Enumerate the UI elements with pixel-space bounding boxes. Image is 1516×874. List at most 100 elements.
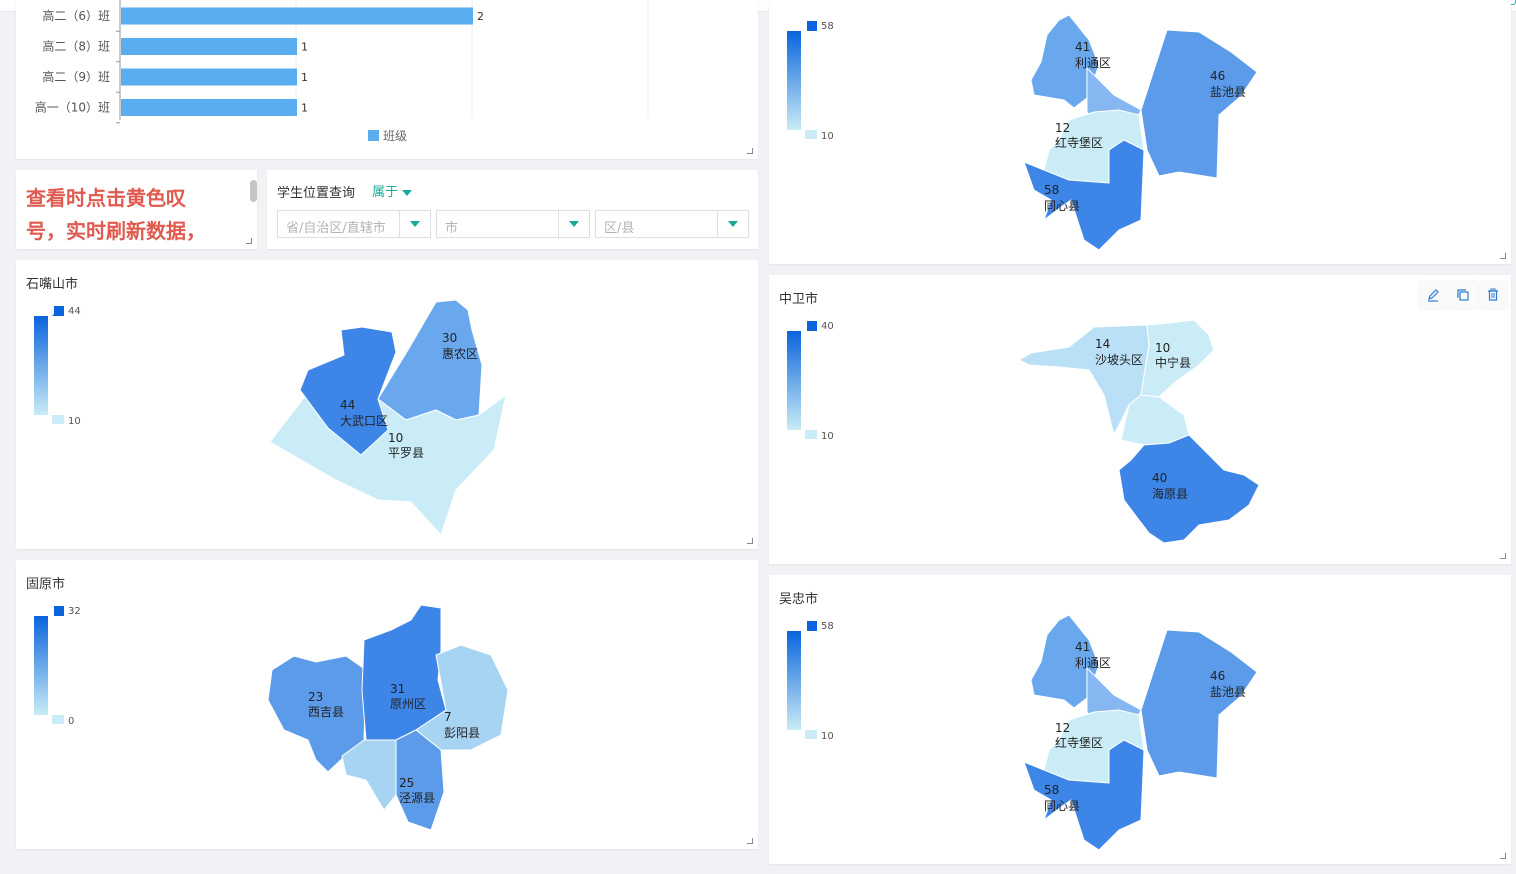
wuzhong-map: 58 10 41 利通区 46 盐池县 12 红寺堡区 58 同心县 xyxy=(787,614,1258,851)
region-name: 同心县 xyxy=(1044,199,1080,213)
bar[interactable] xyxy=(121,38,297,55)
region-haiyuan[interactable] xyxy=(1118,434,1260,544)
visual-map-gradient[interactable] xyxy=(787,331,801,430)
category-label: 高二（6）班 xyxy=(42,8,110,23)
map-title: 石嘴山市 xyxy=(26,277,79,292)
visual-map-handle-top[interactable] xyxy=(54,606,64,616)
region-name: 盐池县 xyxy=(1210,85,1246,99)
province-select[interactable]: 省/自治区/直辖市 xyxy=(277,210,431,238)
query-operator-label: 属于 xyxy=(372,185,399,200)
visual-map-handle-bottom[interactable] xyxy=(805,730,817,739)
province-dropdown-arrow[interactable] xyxy=(399,211,430,237)
region-tongxin[interactable] xyxy=(1023,739,1145,851)
shizuishan-map: 44 10 30 惠农区 44 大武口区 10 平罗县 xyxy=(34,299,507,536)
visual-map-max: 58 xyxy=(821,21,834,32)
region-name: 惠农区 xyxy=(442,347,478,361)
resize-handle[interactable] xyxy=(747,538,753,544)
region-zhongning[interactable] xyxy=(1140,319,1215,398)
visual-map-max: 32 xyxy=(68,606,81,617)
region-name: 海原县 xyxy=(1152,486,1188,501)
region-value: 58 xyxy=(1044,183,1059,197)
bar-value-label: 2 xyxy=(477,10,484,23)
region-value: 46 xyxy=(1210,69,1225,83)
region-jingyuan[interactable] xyxy=(395,729,445,831)
scrollbar-thumb[interactable] xyxy=(250,180,257,202)
region-name: 泾源县 xyxy=(399,791,435,805)
city-dropdown-arrow[interactable] xyxy=(558,211,589,237)
caret-down-icon xyxy=(728,221,738,227)
resize-handle[interactable] xyxy=(1500,253,1506,259)
region-litong[interactable] xyxy=(1030,614,1100,709)
caret-down-icon xyxy=(569,221,579,227)
region-name: 沙坡头区 xyxy=(1095,353,1143,367)
visual-map-handle-top[interactable] xyxy=(807,621,817,631)
legend-label[interactable]: 班级 xyxy=(383,129,407,143)
visual-map-min: 10 xyxy=(821,731,834,742)
region-name: 红寺堡区 xyxy=(1055,735,1103,750)
resize-handle[interactable] xyxy=(246,238,252,244)
bar[interactable] xyxy=(121,7,473,25)
region-value: 58 xyxy=(1044,783,1059,797)
resize-handle[interactable] xyxy=(747,838,753,844)
region-yanchi[interactable] xyxy=(1140,629,1258,779)
resize-handle[interactable] xyxy=(1500,853,1506,859)
visual-map[interactable]: 44 10 xyxy=(34,306,81,427)
region-name: 西吉县 xyxy=(308,705,344,719)
region-pengyang[interactable] xyxy=(415,644,509,751)
city-placeholder: 市 xyxy=(445,221,459,236)
region-longde[interactable] xyxy=(341,739,397,811)
city-select[interactable]: 市 xyxy=(436,210,590,238)
category-label: 高二（8）班 xyxy=(42,39,110,54)
query-title: 学生位置查询 xyxy=(277,186,356,201)
district-dropdown-arrow[interactable] xyxy=(717,211,748,237)
resize-handle[interactable] xyxy=(747,148,753,154)
visual-map[interactable]: 32 0 xyxy=(34,606,81,727)
visual-map-handle-top[interactable] xyxy=(807,321,817,331)
region-value: 14 xyxy=(1095,337,1110,351)
bar[interactable] xyxy=(121,99,297,116)
district-placeholder: 区/县 xyxy=(604,221,635,236)
category-label: 高一（10）班 xyxy=(35,100,110,115)
visual-map-handle-top[interactable] xyxy=(52,306,64,316)
visual-map-min: 10 xyxy=(821,431,834,442)
guyuan-map: 32 0 23 西吉县 31 原州区 7 彭阳县 25 泾源县 xyxy=(34,604,509,831)
district-select[interactable]: 区/县 xyxy=(595,210,749,238)
wuzhong-map-card-top: 58 10 41 利通区 46 盐池县 12 红寺堡区 58 同心县 xyxy=(769,0,1511,264)
region-name: 原州区 xyxy=(390,697,426,711)
visual-map-handle-top[interactable] xyxy=(807,21,817,31)
region-tongxin[interactable] xyxy=(1023,139,1145,251)
region-litong[interactable] xyxy=(1030,14,1100,109)
region-value: 46 xyxy=(1210,669,1225,683)
visual-map-handle-bottom[interactable] xyxy=(805,130,817,139)
caret-down-icon xyxy=(402,189,413,196)
wuzhong-map-top: 58 10 41 利通区 46 盐池县 12 红寺堡区 58 同心县 xyxy=(787,14,1258,251)
copy-icon[interactable] xyxy=(1449,281,1477,309)
visual-map[interactable]: 58 10 xyxy=(787,621,834,742)
region-value: 12 xyxy=(1055,721,1070,735)
region-name: 中宁县 xyxy=(1155,355,1191,370)
map-title: 吴忠市 xyxy=(779,592,819,607)
region-name: 利通区 xyxy=(1075,656,1111,670)
query-operator-dropdown[interactable]: 属于 xyxy=(372,181,413,200)
delete-icon[interactable] xyxy=(1479,281,1507,309)
visual-map-handle-bottom[interactable] xyxy=(52,715,64,724)
visual-map[interactable]: 40 10 xyxy=(787,321,834,442)
visual-map-gradient[interactable] xyxy=(34,316,48,415)
visual-map-gradient[interactable] xyxy=(787,31,801,130)
legend-swatch[interactable] xyxy=(368,130,379,141)
bar[interactable] xyxy=(121,68,297,86)
guyuan-map-card: 固原市 32 0 23 西吉县 31 原州区 7 彭阳县 25 泾源县 xyxy=(16,560,758,849)
visual-map-handle-bottom[interactable] xyxy=(52,415,64,424)
caret-down-icon xyxy=(410,221,420,227)
visual-map[interactable]: 58 10 xyxy=(787,21,834,142)
region-yanchi[interactable] xyxy=(1140,29,1258,179)
visual-map-gradient[interactable] xyxy=(34,616,48,715)
region-value: 44 xyxy=(340,398,355,412)
visual-map-gradient[interactable] xyxy=(787,631,801,730)
resize-handle[interactable] xyxy=(1500,553,1506,559)
visual-map-handle-bottom[interactable] xyxy=(805,430,817,439)
region-value: 7 xyxy=(444,710,452,724)
region-value: 10 xyxy=(388,431,403,445)
region-dawukou[interactable] xyxy=(299,326,397,456)
edit-icon[interactable] xyxy=(1419,281,1447,309)
